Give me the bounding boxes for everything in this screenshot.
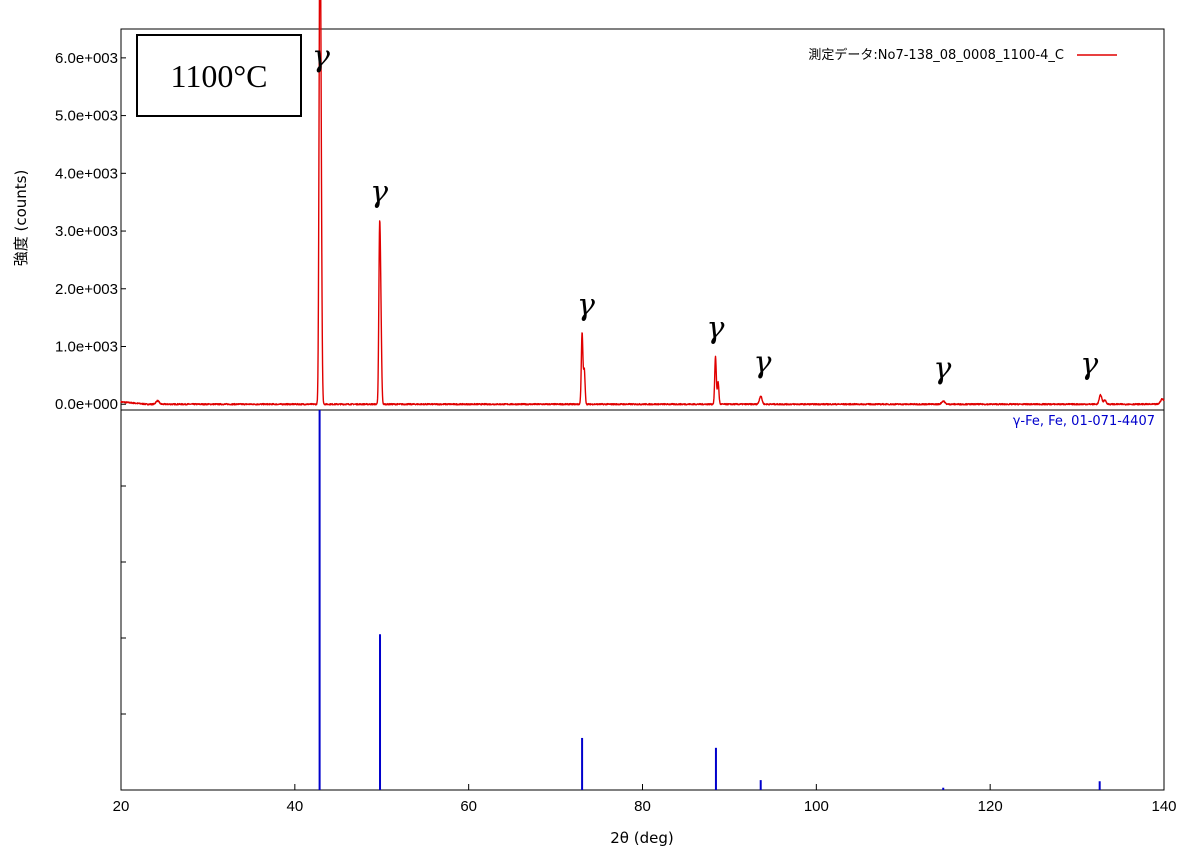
- x-tick-label-2: 60: [460, 798, 477, 815]
- y-axis-label: 強度 (counts): [12, 170, 30, 267]
- y-tick-label-4: 4.0e+003: [55, 165, 118, 182]
- y-tick-label-2: 2.0e+003: [55, 281, 118, 298]
- y-tick-label-5: 5.0e+003: [55, 108, 118, 125]
- x-tick-label-5: 120: [978, 798, 1003, 815]
- legend: 測定データ:No7-138_08_0008_1100-4_C: [808, 47, 1117, 63]
- measured-series: [120, 0, 1165, 406]
- y-axis-ticks: 0.0e+000 1.0e+003 2.0e+003 3.0e+003 4.0e+003…: [55, 50, 126, 413]
- x-tick-label-0: 20: [113, 798, 130, 815]
- reference-sticks: [318, 410, 1101, 790]
- x-tick-label-6: 140: [1151, 798, 1176, 815]
- y-tick-label-3: 3.0e+003: [55, 223, 118, 240]
- legend-series-name: 測定データ:No7-138_08_0008_1100-4_C: [808, 47, 1064, 63]
- x-tick-label-3: 80: [634, 798, 651, 815]
- peak-annotation-0: γ: [312, 40, 330, 75]
- x-axis-ticks: 20 40 60 80 100 120 140: [113, 784, 1177, 815]
- temperature-box-frame: [136, 34, 302, 117]
- peak-annotation-2: γ: [577, 288, 595, 323]
- y-tick-label-1: 1.0e+003: [55, 339, 118, 356]
- x-axis-label: 2θ (deg): [610, 829, 673, 847]
- peak-annotation-4: γ: [753, 345, 771, 380]
- x-tick-label-1: 40: [286, 798, 303, 815]
- x-tick-label-4: 100: [804, 798, 829, 815]
- y-tick-label-0: 0.0e+000: [55, 396, 118, 413]
- reference-label: γ-Fe, Fe, 01-071-4407: [1013, 414, 1155, 429]
- peak-annotation-3: γ: [707, 311, 725, 346]
- peak-annotation-5: γ: [933, 351, 951, 386]
- measured-series-line: [120, 0, 1165, 406]
- temperature-label: 1100°C: [171, 58, 268, 94]
- peak-annotation-1: γ: [370, 175, 388, 210]
- temperature-box: 1100°C: [136, 34, 302, 117]
- peak-annotation-6: γ: [1080, 347, 1098, 382]
- reference-axis-ticks: [121, 485, 126, 715]
- y-tick-label-6: 6.0e+003: [55, 50, 118, 67]
